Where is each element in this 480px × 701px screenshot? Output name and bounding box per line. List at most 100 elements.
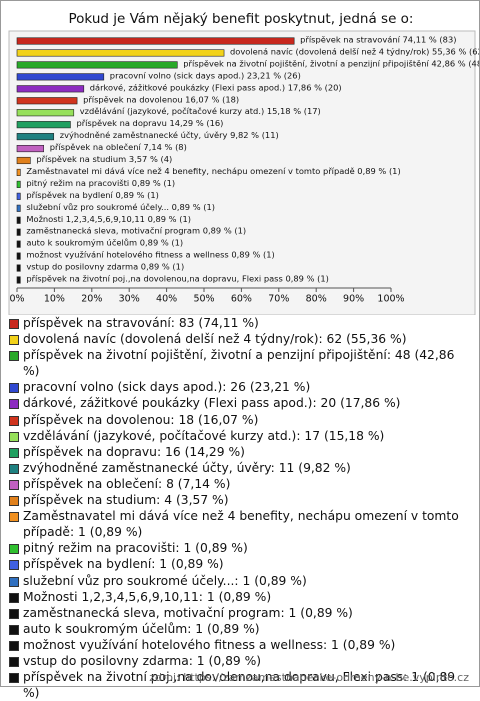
source: zdroj: https://zamzamestnanecke-odmeny-a… (149, 671, 469, 684)
legend-swatch (9, 447, 19, 458)
bar (16, 192, 21, 200)
legend-swatch (9, 399, 19, 410)
bar-label: pracovní volno (sick days apod.) 23,21 %… (110, 70, 301, 80)
x-tick-label: 100% (377, 294, 404, 305)
legend-swatch (9, 335, 19, 346)
bar-label: příspěvek na životní pojištění, životní … (183, 58, 479, 68)
legend-item: pitný režim na pracovišti: 1 (0,89 %) (9, 540, 474, 556)
legend-item: příspěvek na dopravu: 16 (14,29 %) (9, 444, 474, 460)
bar (16, 61, 178, 69)
legend-item: příspěvek na oblečení: 8 (7,14 %) (9, 476, 474, 492)
legend-swatch (9, 431, 19, 442)
bar-label: příspěvek na oblečení 7,14 % (8) (50, 142, 187, 152)
legend-label: příspěvek na dopravu: 16 (14,29 %) (23, 444, 245, 459)
bar (16, 133, 55, 141)
bar (16, 49, 225, 57)
legend-swatch (9, 624, 19, 635)
legend-swatch (9, 496, 19, 507)
bar-label: příspěvek na studium 3,57 % (4) (36, 154, 172, 164)
legend-swatch (9, 383, 19, 394)
legend-item: příspěvek na studium: 4 (3,57 %) (9, 492, 474, 508)
legend-label: možnost využívání hotelového fitness a w… (23, 637, 396, 652)
legend-swatch (9, 560, 19, 571)
legend-label: příspěvek na bydlení: 1 (0,89 %) (23, 557, 224, 572)
legend-swatch (9, 673, 19, 684)
bar (16, 121, 71, 129)
bar-label: příspěvek na dovolenou 16,07 % (18) (83, 94, 239, 104)
legend-label: pracovní volno (sick days apod.): 26 (23… (23, 380, 311, 395)
bar-label: příspěvek na stravování 74,11 % (83) (300, 35, 456, 45)
bar-label: Zaměstnavatel mi dává více než 4 benefit… (26, 166, 400, 176)
legend-swatch (9, 463, 19, 474)
legend-swatch (9, 319, 19, 329)
legend-label: zaměstnanecká sleva, motivační program: … (23, 605, 353, 620)
legend-label: auto k soukromým účelům: 1 (0,89 %) (23, 621, 260, 636)
bar-label: vstup do posilovny zdarma 0,89 % (1) (26, 262, 184, 272)
bar (16, 264, 21, 272)
bar (16, 145, 45, 153)
legend-label: pitný režim na pracovišti: 1 (0,89 %) (23, 541, 248, 556)
legend-swatch (9, 479, 19, 490)
bar (16, 156, 31, 165)
x-tick-label: 80% (306, 294, 327, 305)
bar-label: příspěvek na bydlení 0,89 % (1) (26, 190, 159, 200)
x-tick-label: 0% (9, 294, 24, 305)
legend-label: Možnosti 1,2,3,4,5,6,9,10,11: 1 (0,89 %) (23, 589, 272, 604)
legend-item: příspěvek na životní pojištění, životní … (9, 347, 474, 379)
bar (16, 109, 75, 117)
legend-item: příspěvek na dovolenou: 18 (16,07 %) (9, 412, 474, 428)
bar-label: pitný režim na pracovišti 0,89 % (1) (26, 178, 175, 188)
bar (16, 252, 21, 260)
bar-label: vzdělávání (jazykové, počítačové kurzy a… (80, 106, 321, 116)
legend-item: pracovní volno (sick days apod.): 26 (23… (9, 379, 474, 395)
x-tick-label: 10% (44, 294, 65, 305)
x-tick-label: 40% (156, 294, 177, 305)
legend-swatch (9, 512, 19, 523)
legend-swatch (9, 640, 19, 651)
bar (16, 168, 21, 176)
legend-label: příspěvek na oblečení: 8 (7,14 %) (23, 476, 231, 491)
x-tick-label: 50% (193, 294, 214, 305)
legend-item: možnost využívání hotelového fitness a w… (9, 637, 474, 653)
bar (16, 216, 21, 224)
legend-item: vstup do posilovny zdarma: 1 (0,89 %) (9, 653, 474, 669)
x-tick-label: 30% (119, 294, 140, 305)
legend-label: příspěvek na životní pojištění, životní … (23, 348, 455, 379)
legend-label: služební vůz pro soukromé účely...: 1 (0… (23, 573, 307, 588)
bar (16, 97, 78, 105)
legend-label: dovolená navíc (dovolená delší než 4 týd… (23, 332, 407, 347)
legend-item: auto k soukromým účelům: 1 (0,89 %) (9, 621, 474, 637)
bar-label: zvýhodněné zaměstnanecké účty, úvěry 9,8… (60, 130, 279, 140)
bar (16, 228, 21, 236)
x-tick-label: 60% (231, 294, 252, 305)
legend-label: Zaměstnavatel mi dává více než 4 benefit… (23, 509, 459, 540)
legend-swatch (9, 608, 19, 619)
legend-swatch (9, 351, 19, 362)
bar-label: dovolená navíc (dovolená delší než 4 týd… (230, 46, 479, 56)
bar-label: možnost využívání hotelového fitness a w… (26, 250, 274, 260)
legend-label: zvýhodněné zaměstnanecké účty, úvěry: 11… (23, 460, 351, 475)
legend-item: příspěvek na stravování: 83 (74,11 %) (9, 315, 474, 331)
legend: příspěvek na stravování: 83 (74,11 %) dov… (9, 315, 474, 701)
bar (16, 204, 21, 212)
legend-item: Možnosti 1,2,3,4,5,6,9,10,11: 1 (0,89 %) (9, 589, 474, 605)
bar (16, 180, 21, 188)
legend-item: dárkové, zážitkové poukázky (Flexi pass … (9, 395, 474, 411)
legend-label: příspěvek na stravování: 83 (74,11 %) (23, 316, 259, 330)
legend-item: vzdělávání (jazykové, počítačové kurzy a… (9, 428, 474, 444)
bar-label: auto k soukromým účelům 0,89 % (1) (26, 238, 183, 248)
legend-item: zaměstnanecká sleva, motivační program: … (9, 605, 474, 621)
chart: Pokud je Vám nějaký benefit poskytnut, j… (8, 11, 479, 315)
legend-swatch (9, 415, 19, 426)
legend-item: Zaměstnavatel mi dává více než 4 benefit… (9, 508, 474, 540)
bar-label: Možnosti 1,2,3,4,5,6,9,10,11 0,89 % (1) (26, 214, 191, 224)
legend-item: příspěvek na bydlení: 1 (0,89 %) (9, 556, 474, 572)
chart-title: Pokud je Vám nějaký benefit poskytnut, j… (69, 11, 414, 27)
bar-label: zaměstnanecká sleva, motivační program 0… (26, 226, 246, 236)
legend-swatch (9, 576, 19, 587)
bar-label: příspěvek na dopravu 14,29 % (16) (76, 118, 223, 128)
legend-label: dárkové, zážitkové poukázky (Flexi pass … (23, 396, 401, 411)
legend-swatch (9, 592, 19, 603)
bar (16, 37, 295, 45)
